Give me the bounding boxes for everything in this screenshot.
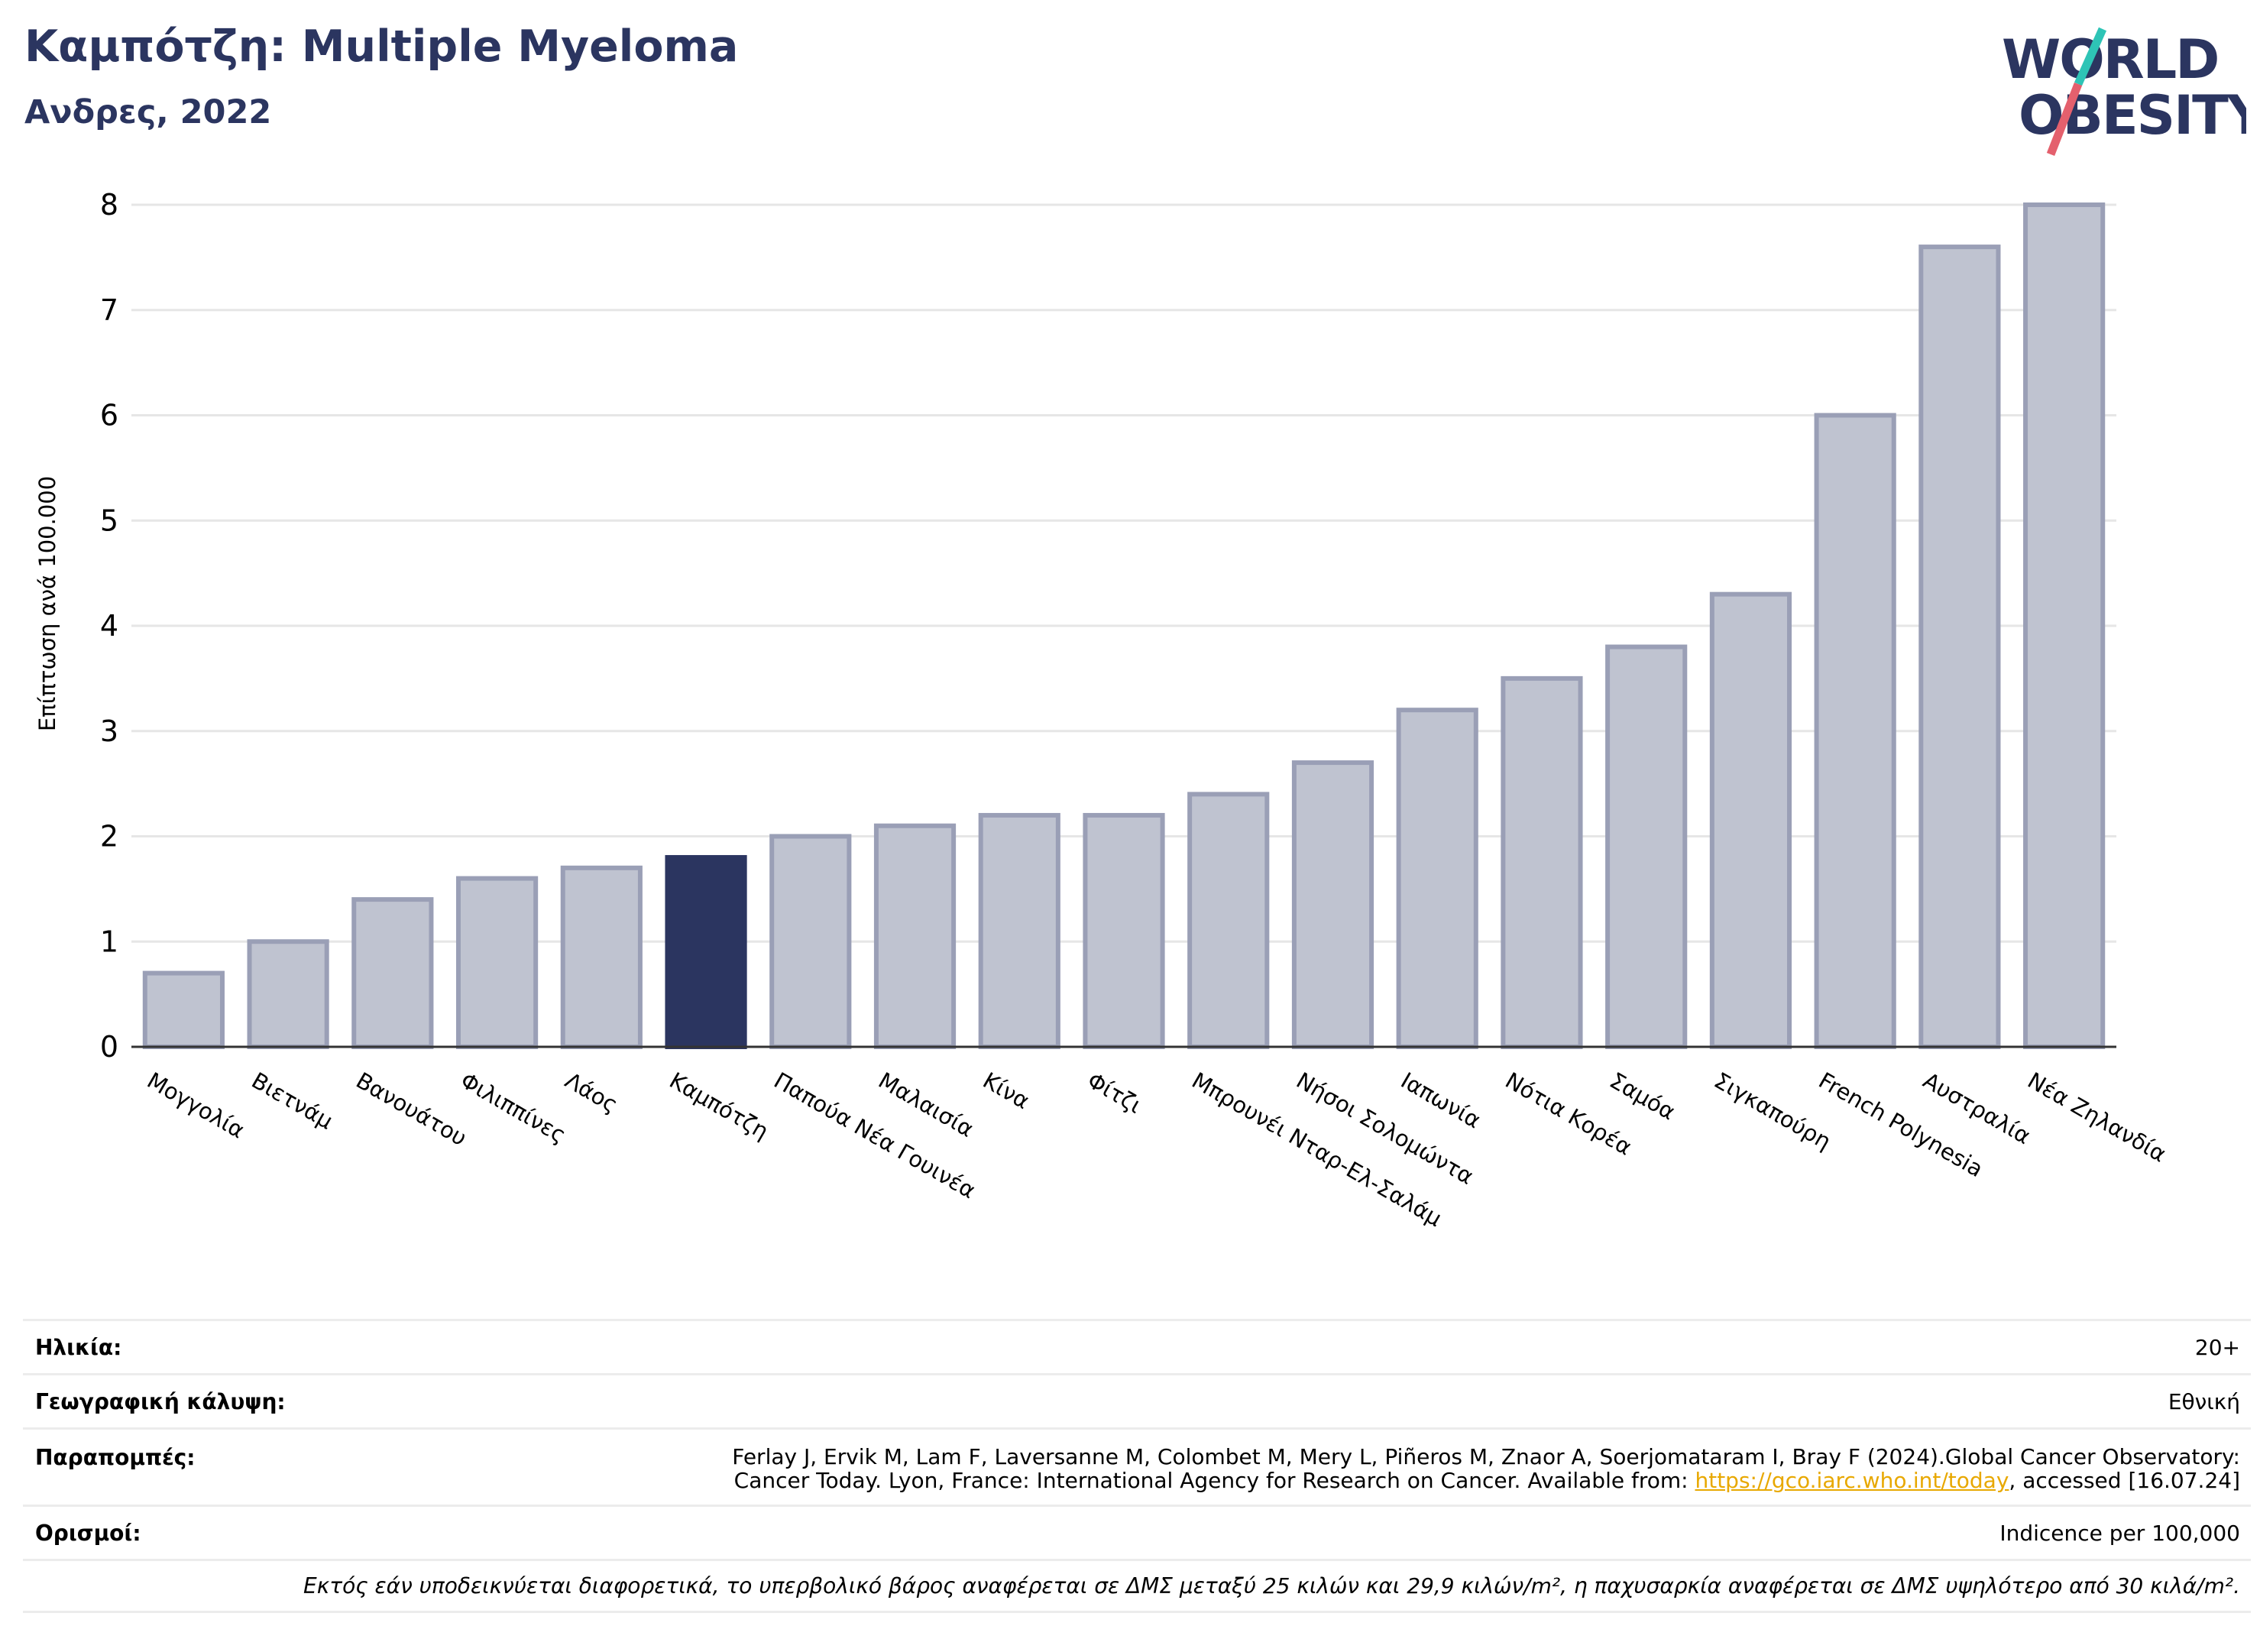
y-tick-label: 0 — [100, 1030, 118, 1064]
y-tick-label: 8 — [100, 188, 118, 222]
definitions-value: Indicence per 100,000 — [1999, 1520, 2240, 1546]
bar — [769, 834, 852, 1049]
x-tick-label: Σιγκαπούρη — [1710, 1067, 1835, 1155]
x-tick-label: Σαμόα — [1605, 1067, 1679, 1126]
y-axis-ticks: 0 1 2 3 4 5 6 7 8 — [100, 188, 118, 1064]
bar-highlight — [665, 855, 747, 1050]
logo-slash-top — [2074, 27, 2107, 86]
references-line1: Ferlay J, Ervik M, Lam F, Laversanne M, … — [732, 1444, 2240, 1469]
bmi-note: Εκτός εάν υποδεικνύεται διαφορετικά, το … — [303, 1573, 2240, 1599]
x-tick-label: Βανουάτου — [351, 1067, 471, 1152]
references-line2-post: , accessed [16.07.24] — [2009, 1468, 2240, 1493]
bar — [1918, 245, 2001, 1050]
references-line2-pre: Cancer Today. Lyon, France: Internationa… — [733, 1468, 1695, 1493]
references-value: Ferlay J, Ervik M, Lam F, Laversanne M, … — [732, 1445, 2240, 1492]
bar — [2023, 202, 2106, 1049]
coverage-value: Εθνική — [2168, 1388, 2240, 1414]
x-tick-label: Κίνα — [979, 1067, 1034, 1115]
x-tick-label: Νήσοι Σολομώντα — [1292, 1067, 1478, 1190]
bar — [1814, 413, 1896, 1049]
y-tick-label: 1 — [100, 925, 118, 958]
bar — [1605, 644, 1688, 1049]
meta-row-references: Παραπομπές: Ferlay J, Ervik M, Lam F, La… — [23, 1427, 2251, 1505]
bar — [1187, 792, 1270, 1050]
bar — [1083, 812, 1165, 1049]
y-tick-label: 5 — [100, 504, 118, 537]
references-link[interactable]: https://gco.iarc.who.int/today — [1695, 1468, 2009, 1493]
y-axis-label: Επίπτωση ανά 100.000 — [34, 476, 60, 731]
definitions-label: Ορισμοί: — [35, 1520, 141, 1546]
references-label: Παραπομπές: — [35, 1445, 196, 1470]
x-tick-label: Ιαπωνία — [1397, 1067, 1485, 1134]
y-tick-label: 6 — [100, 399, 118, 432]
bar — [247, 939, 329, 1049]
logo-slash-bottom — [2046, 82, 2083, 157]
bar — [560, 865, 643, 1049]
bar — [978, 812, 1060, 1049]
y-tick-label: 2 — [100, 820, 118, 854]
age-label: Ηλικία: — [35, 1334, 122, 1360]
logo-line-world: WORLD — [2002, 28, 2218, 91]
x-tick-label: Βιετνάμ — [248, 1067, 338, 1135]
world-obesity-logo: WORLD OBESITY — [2002, 27, 2246, 157]
bar — [351, 897, 434, 1050]
x-tick-label: Νέα Ζηλανδία — [2023, 1067, 2171, 1168]
x-tick-label: Καμπότζη — [665, 1067, 773, 1145]
meta-row-coverage: Γεωγραφική κάλυψη: Εθνική — [23, 1373, 2251, 1427]
bar — [142, 970, 225, 1049]
x-tick-label: Φιλιππίνες — [456, 1067, 571, 1148]
chart-title: Καμπότζη: Multiple Myeloma — [24, 21, 739, 72]
bar — [1501, 675, 1583, 1049]
y-tick-label: 7 — [100, 293, 118, 327]
bar — [873, 823, 957, 1049]
bars — [142, 202, 2106, 1050]
bar — [1709, 591, 1792, 1049]
y-tick-label: 4 — [100, 609, 118, 643]
age-value: 20+ — [2194, 1334, 2240, 1360]
bar — [1396, 708, 1478, 1049]
bar — [1291, 760, 1374, 1049]
meta-row-age: Ηλικία: 20+ — [23, 1319, 2251, 1373]
x-tick-label: Φίτζι — [1083, 1067, 1147, 1119]
x-tick-label: Λάος — [561, 1067, 623, 1118]
x-tick-label: Μογγολία — [143, 1067, 249, 1144]
metadata-table: Ηλικία: 20+ Γεωγραφική κάλυψη: Εθνική Πα… — [23, 1319, 2251, 1613]
y-tick-label: 3 — [100, 714, 118, 748]
bar — [455, 876, 539, 1049]
chart-subtitle: Ανδρες, 2022 — [24, 93, 272, 131]
meta-row-definitions: Ορισμοί: Indicence per 100,000 — [23, 1505, 2251, 1559]
meta-row-note: Εκτός εάν υποδεικνύεται διαφορετικά, το … — [23, 1559, 2251, 1613]
coverage-label: Γεωγραφική κάλυψη: — [35, 1388, 286, 1414]
